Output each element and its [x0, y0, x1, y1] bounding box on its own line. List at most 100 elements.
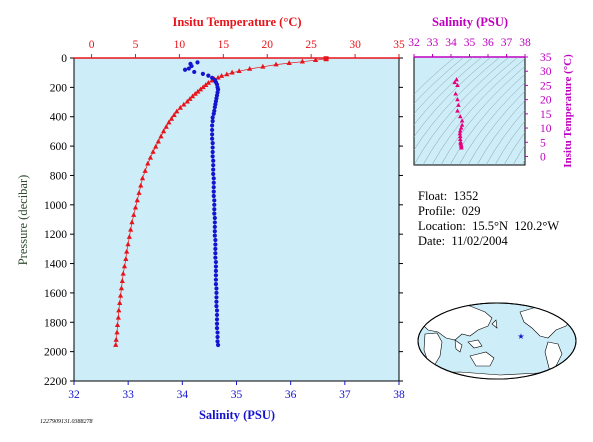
ts-top-tick-label: 37: [501, 37, 513, 49]
temperature-point: [200, 84, 206, 90]
date: Date: 11/02/2004: [418, 234, 508, 248]
y-tick-label: 1400: [44, 259, 67, 271]
temperature-point: [138, 182, 144, 188]
ts-point: [457, 136, 463, 142]
main-series: [113, 56, 329, 348]
density-contour: [414, 57, 483, 126]
ts-point: [457, 131, 463, 136]
salinity-point: [213, 268, 219, 273]
salinity-point: [212, 207, 217, 212]
y-tick-label: 400: [50, 112, 68, 124]
salinity-point: [215, 330, 220, 335]
density-contour: [494, 120, 525, 165]
ts-point: [455, 82, 460, 88]
density-contour: [422, 57, 519, 165]
salinity-point: [212, 198, 217, 203]
temperature-point: [218, 73, 225, 78]
temperature-point: [125, 241, 131, 247]
salinity-point: [210, 141, 215, 146]
salinity-point: [206, 73, 211, 78]
y-tick-label: 2200: [44, 376, 67, 388]
temperature-point: [299, 58, 305, 64]
temperature-point: [123, 256, 129, 261]
salinity-point: [192, 69, 197, 75]
salinity-point: [214, 308, 220, 313]
temperature-point: [195, 88, 201, 94]
y-tick-label: 0: [61, 53, 67, 65]
temperature-point: [192, 90, 198, 96]
salinity-point: [210, 115, 215, 120]
temperature-point: [197, 86, 204, 92]
salinity-point: [211, 176, 216, 181]
density-contour: [414, 57, 501, 151]
ts-right-tick-label: 35: [540, 52, 552, 64]
location: Location: 15.5°N 120.2°W: [418, 219, 560, 233]
bottom-tick-label: 32: [68, 389, 80, 401]
temperature-point: [181, 101, 187, 107]
temperature-point: [286, 60, 292, 65]
temperature-point: [124, 248, 130, 254]
y-tick-label: 1800: [44, 317, 67, 329]
density-contour: [414, 57, 465, 104]
ts-point: [455, 108, 460, 113]
temperature-point: [147, 154, 154, 160]
density-contour: [414, 57, 474, 115]
y-tick-label: 1600: [44, 288, 67, 300]
bottom-axis-title: Salinity (PSU): [199, 408, 275, 422]
ts-right-tick-label: 5: [540, 137, 546, 149]
salinity-point: [213, 242, 218, 247]
density-contour: [458, 82, 525, 165]
temperature-point: [136, 190, 142, 195]
ts-point: [458, 125, 464, 130]
salinity-point: [211, 163, 216, 168]
salinity-point: [213, 264, 219, 269]
temperature-point: [126, 234, 132, 239]
density-contour: [449, 73, 525, 165]
temperature-point: [163, 124, 169, 129]
density-contour: [485, 109, 525, 165]
salinity-point: [211, 180, 216, 185]
ts-right-tick-label: 30: [540, 66, 552, 78]
main-ticks: 0200400600800100012001400160018002000220…: [44, 39, 405, 401]
ts-density-contours: [414, 57, 525, 165]
ts-point: [457, 114, 463, 119]
salinity-point: [210, 136, 215, 141]
ts-point: [459, 118, 465, 123]
ts-right-tick-label: 25: [540, 80, 552, 92]
temperature-point: [158, 133, 164, 139]
salinity-point: [213, 277, 219, 282]
temperature-point: [189, 93, 196, 99]
salinity-point: [200, 71, 206, 76]
footnote: 1227909131.0388278: [40, 419, 93, 425]
y-tick-label: 2000: [44, 347, 67, 359]
ts-top-tick-label: 35: [464, 37, 476, 49]
temperature-point: [131, 212, 137, 217]
ts-point: [459, 122, 465, 127]
ts-top-tick-label: 33: [427, 37, 439, 49]
ts-top-tick-label: 36: [482, 37, 494, 49]
top-tick-label: 15: [218, 39, 230, 51]
top-tick-label: 30: [349, 39, 361, 51]
temperature-point: [236, 68, 242, 74]
temperature-point: [116, 307, 122, 313]
density-contour: [414, 57, 492, 137]
salinity-point: [211, 158, 216, 163]
salinity-point: [210, 132, 215, 137]
salinity-point: [214, 304, 219, 309]
temperature-point: [203, 82, 209, 87]
ts-top-tick-label: 32: [408, 37, 420, 49]
salinity-point: [211, 171, 216, 177]
salinity-point: [210, 145, 215, 150]
temperature-point: [121, 263, 128, 269]
temperature-point: [184, 98, 190, 104]
salinity-point: [182, 67, 188, 72]
density-contour: [414, 57, 456, 95]
temperature-point: [171, 112, 177, 118]
ts-series: [452, 77, 465, 150]
ts-top-tick-label: 38: [519, 37, 531, 49]
salinity-point: [212, 233, 217, 238]
density-contour: [431, 58, 525, 165]
temperature-point: [113, 336, 119, 342]
salinity-point: [214, 299, 219, 304]
